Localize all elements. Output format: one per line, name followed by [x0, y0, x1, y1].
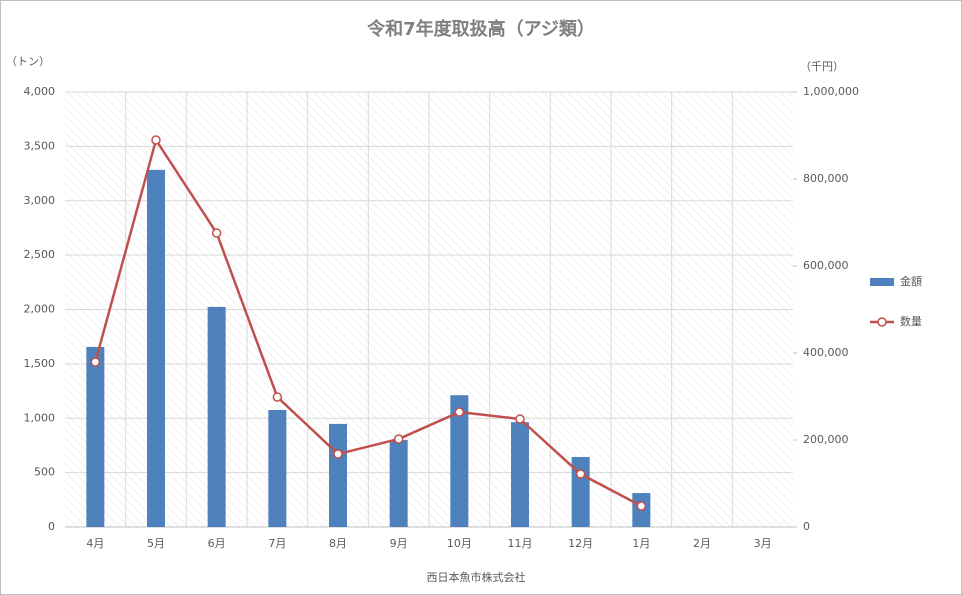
x-tick-label: 4月	[86, 537, 104, 550]
legend-label: 金額	[900, 274, 922, 288]
line-marker	[454, 407, 465, 417]
y2-tick-label: 200,000	[803, 433, 849, 446]
line	[94, 136, 642, 508]
bar	[207, 306, 226, 527]
line-marker	[393, 434, 404, 444]
y2-tick-label: 400,000	[803, 346, 849, 359]
line-marker	[90, 357, 101, 367]
line-marker	[575, 469, 586, 479]
y-tick-label: 3,500	[24, 139, 56, 152]
y2-tick-label: 0	[803, 520, 810, 533]
legend-marker	[877, 317, 887, 327]
y-tick-label: 2,000	[24, 303, 56, 316]
y-tick-label: 0	[48, 520, 55, 533]
y-tick-label: 4,000	[24, 85, 56, 98]
legend-label: 数量	[900, 315, 922, 328]
line-marker	[272, 392, 283, 402]
bar	[86, 346, 105, 527]
x-tick-label: 2月	[693, 537, 711, 550]
line-marker	[151, 135, 161, 145]
x-tick-label: 11月	[508, 537, 533, 550]
y-tick-label: 2,500	[24, 248, 56, 261]
bar	[389, 440, 408, 527]
x-tick-label: 7月	[268, 537, 286, 550]
x-tick-label: 12月	[568, 537, 593, 550]
x-tick-label: 8月	[329, 537, 347, 550]
y2-tick-label: 800,000	[803, 172, 849, 185]
bar	[450, 395, 469, 527]
y-tick-label: 1,500	[24, 357, 56, 370]
y-tick-label: 1,000	[24, 411, 56, 424]
line-marker	[333, 449, 343, 459]
x-tick-label: 10月	[447, 537, 472, 550]
line-marker	[211, 228, 222, 238]
bar	[147, 169, 165, 528]
x-tick-label: 3月	[754, 537, 772, 550]
line-marker	[515, 414, 525, 424]
bar	[329, 423, 347, 527]
legend-swatch	[870, 278, 894, 286]
x-tick-label: 6月	[208, 537, 226, 550]
y2-tick-label: 600,000	[803, 259, 849, 272]
x-axis-label: 西日本魚市株式会社	[427, 570, 526, 584]
y2-tick-label: 1,000,000	[803, 85, 859, 98]
bar	[268, 409, 287, 527]
chart-title: 令和7年度取扱高（アジ類）	[366, 18, 595, 40]
y2-axis-label: （千円）	[800, 60, 844, 73]
x-tick-label: 1月	[632, 537, 650, 550]
bar	[511, 422, 529, 527]
y-tick-label: 500	[34, 466, 55, 479]
x-tick-label: 9月	[390, 537, 408, 550]
line-marker	[636, 501, 647, 511]
y-axis-label: （トン）	[6, 55, 50, 68]
y-tick-label: 3,000	[24, 194, 56, 207]
x-tick-label: 5月	[147, 537, 165, 550]
